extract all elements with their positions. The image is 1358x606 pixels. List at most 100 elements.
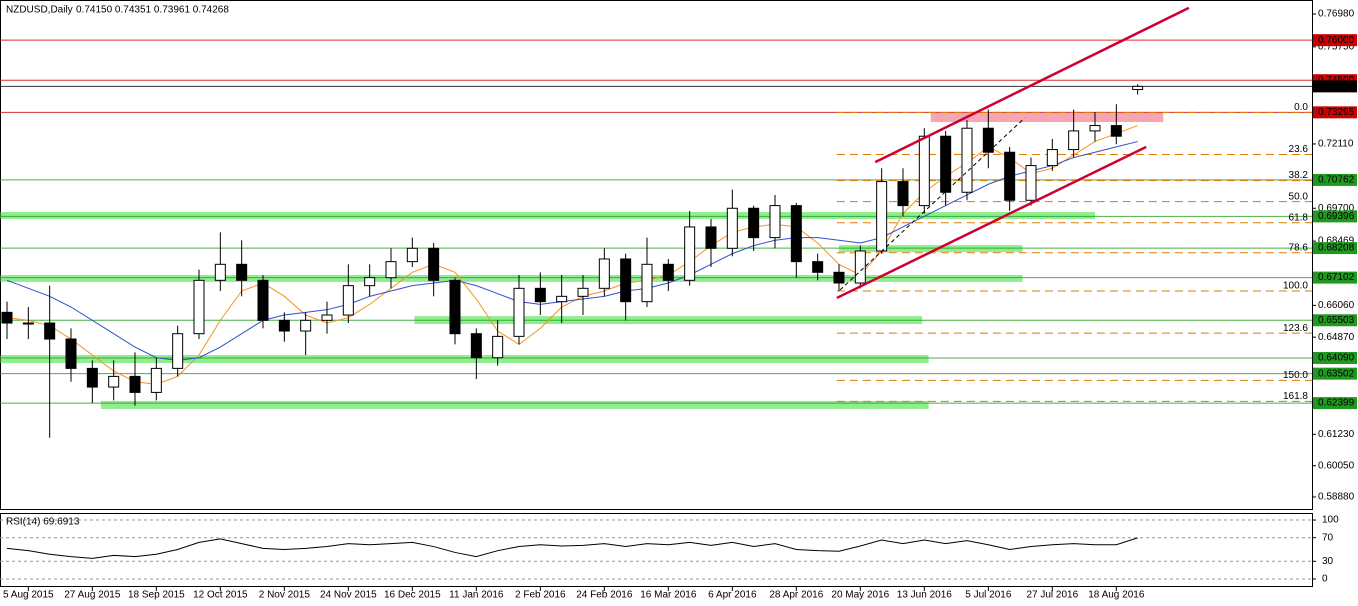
candle-body: [236, 263, 248, 281]
level-label: 0.69396: [1318, 211, 1355, 222]
candle-body: [982, 127, 994, 153]
fib-label: 0.0: [1294, 102, 1308, 113]
candle-body: [1089, 125, 1101, 132]
x-tick-label: 2 Nov 2015: [259, 590, 311, 601]
rsi-line: [6, 537, 1138, 559]
y-tick-label: 70: [1322, 532, 1334, 543]
candle-body: [150, 367, 162, 393]
candle-body: [812, 261, 824, 273]
candle-body: [833, 271, 845, 284]
zone: [0, 212, 1095, 219]
x-tick-label: 18 Sep 2015: [128, 590, 185, 601]
x-tick-label: 28 Apr 2016: [769, 590, 823, 601]
level-label-box: [1313, 173, 1357, 186]
candle-body: [1004, 151, 1016, 201]
candle-body: [513, 287, 525, 337]
candle-body: [1, 311, 13, 324]
candle-body: [940, 135, 952, 193]
candle-body: [492, 335, 504, 359]
level-label: 0.67102: [1318, 272, 1355, 283]
candle-body: [641, 263, 653, 303]
x-tick-label: 12 Oct 2015: [193, 590, 248, 601]
candle-body: [300, 319, 312, 332]
y-tick-label: 0.68469: [1318, 236, 1355, 247]
level-label: 0.74500: [1318, 75, 1355, 86]
fib-label: 23.6: [1289, 144, 1309, 155]
y-tick-label: 0: [1322, 574, 1328, 585]
y-tick-label: 0.64870: [1318, 332, 1355, 343]
candle-body: [321, 314, 333, 321]
candle-body: [172, 333, 184, 369]
candle-body: [620, 258, 632, 303]
y-tick-label: 0.69700: [1318, 203, 1355, 214]
level-label: 0.63502: [1318, 368, 1355, 379]
level-label-box: [1313, 314, 1357, 327]
candle-body: [662, 263, 674, 281]
x-tick-label: 5 Jul 2016: [965, 590, 1012, 601]
candle-body: [364, 277, 376, 287]
zone: [0, 274, 1023, 282]
fib-label: 100.0: [1283, 281, 1308, 292]
level-label-box: [1313, 80, 1357, 93]
candle-body: [65, 338, 77, 369]
y-tick-label: 0.60050: [1318, 460, 1355, 471]
y-tick-label: 30: [1322, 556, 1334, 567]
fib-label: 123.6: [1283, 323, 1308, 334]
candle-body: [961, 127, 973, 193]
candle-body: [534, 287, 546, 303]
x-tick-label: 6 Apr 2016: [708, 590, 757, 601]
candle-body: [257, 279, 269, 321]
x-tick-label: 20 May 2016: [831, 590, 889, 601]
x-tick-label: 27 Aug 2015: [64, 590, 121, 601]
candle-body: [705, 226, 717, 249]
x-tick-label: 2 Feb 2016: [515, 590, 566, 601]
candle-body: [406, 247, 418, 263]
fib-label: 38.2: [1289, 170, 1309, 181]
level-label-box: [1313, 210, 1357, 223]
candle-body: [108, 375, 120, 388]
candle-body: [1132, 85, 1144, 91]
candle-body: [22, 322, 34, 325]
level-label: 0.65503: [1318, 315, 1355, 326]
candle-body: [214, 263, 226, 281]
fib-label: 50.0: [1289, 191, 1309, 202]
level-label-box: [1313, 351, 1357, 364]
y-tick-label: 100: [1322, 515, 1339, 526]
level-label: 0.68208: [1318, 243, 1355, 254]
x-tick-label: 16 Dec 2015: [384, 590, 441, 601]
candle-body: [684, 226, 696, 281]
zone: [0, 355, 929, 364]
x-tick-label: 11 Jan 2016: [449, 590, 504, 601]
candle-body: [598, 258, 610, 289]
candle-body: [193, 279, 205, 335]
y-tick-label: 0.61230: [1318, 429, 1355, 440]
ohlc-readout: 0.74150 0.74351 0.73961 0.74268: [76, 5, 229, 16]
level-label-box: [1313, 106, 1357, 119]
fib-label: 61.8: [1289, 212, 1309, 223]
level-label-box: [1313, 397, 1357, 410]
x-tick-label: 5 Aug 2015: [3, 590, 54, 601]
candle-body: [876, 181, 888, 252]
level-label: 0.73295: [1318, 107, 1355, 118]
trendline: [836, 145, 1147, 300]
candle-body: [577, 287, 589, 297]
fib-label: 161.8: [1283, 391, 1308, 402]
x-tick-label: 24 Nov 2015: [320, 590, 377, 601]
x-tick-label: 13 Jun 2016: [897, 590, 952, 601]
x-tick-label: 27 Jul 2016: [1026, 590, 1078, 601]
level-label: 0.64090: [1318, 353, 1355, 364]
level-label: 0.76000: [1318, 35, 1355, 46]
x-tick-label: 24 Feb 2016: [576, 590, 633, 601]
x-tick-label: 18 Aug 2016: [1088, 590, 1145, 601]
fib-label: 150.0: [1283, 370, 1308, 381]
level-label: 0.70762: [1318, 175, 1355, 186]
candle-body: [854, 250, 866, 284]
candle-body: [129, 375, 141, 393]
candle-body: [790, 205, 802, 263]
price-panel: [0, 0, 1313, 510]
candle-body: [342, 285, 354, 316]
candle-body: [897, 181, 909, 207]
chart-title: NZDUSD,Daily: [6, 5, 73, 16]
level-label-box: [1313, 271, 1357, 284]
level-label: 0.74268: [1318, 81, 1355, 92]
